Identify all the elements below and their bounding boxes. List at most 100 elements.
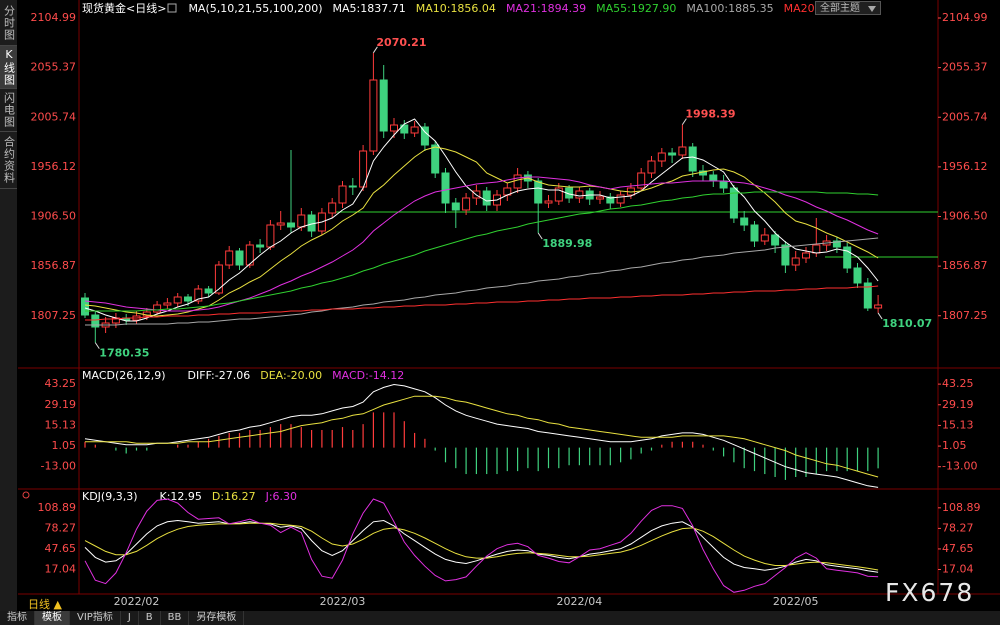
toolbar-tab[interactable]: J — [121, 611, 139, 625]
legend-entry: DIFF:-27.06 — [188, 369, 251, 382]
pointer — [877, 312, 883, 320]
candle-body — [709, 174, 718, 182]
candle-body — [760, 234, 769, 242]
x-tick-label: 2022/02 — [114, 595, 160, 608]
indicator-line — [85, 285, 879, 321]
y-tick-label-right: 1856.87 — [942, 259, 988, 272]
candle-body — [379, 79, 388, 132]
y-tick-label: 17.04 — [45, 562, 77, 575]
pointer — [537, 232, 543, 240]
y-tick-label-right: 1906.50 — [942, 210, 988, 223]
x-tick-label: 2022/05 — [773, 595, 819, 608]
tab-contract[interactable]: 合约资料 — [0, 132, 17, 189]
y-tick-label-right: 1.05 — [942, 439, 967, 452]
candle-body — [256, 244, 265, 248]
x-tick-label: 2022/03 — [320, 595, 366, 608]
candle-body — [863, 282, 872, 309]
candle-body — [204, 288, 213, 294]
y-tick-label: 2055.37 — [31, 61, 77, 74]
settings-icon[interactable] — [22, 491, 30, 499]
candle-body — [276, 222, 285, 226]
period-tab[interactable]: 日线 ▲ — [28, 598, 62, 611]
candle-body — [153, 304, 162, 313]
plot: 2104.99 2104.99 2055.37 2055.37 2005.74 2005.… — [31, 1, 988, 608]
watermark: FX678 — [885, 578, 975, 607]
chart: 2104.99 2104.99 2055.37 2055.37 2005.74 2005.… — [18, 0, 1000, 608]
y-tick-label: 1906.50 — [31, 210, 77, 223]
indicator-line — [85, 237, 879, 326]
candle-body — [853, 267, 862, 284]
candle-body — [832, 240, 841, 248]
y-tick-label-right: 29.19 — [942, 398, 974, 411]
candle-body — [420, 126, 429, 146]
candle-body — [843, 246, 852, 269]
indicator-line — [84, 522, 879, 571]
y-tick-label: 1807.25 — [31, 309, 77, 322]
candle-body — [307, 214, 316, 232]
tab-kline[interactable]: K线图 — [0, 46, 17, 89]
candle-body — [791, 257, 800, 266]
candle-body — [606, 196, 615, 204]
low-label: 1889.98 — [542, 237, 592, 250]
y-tick-label: 1956.12 — [31, 160, 77, 173]
tab-time[interactable]: 分时图 — [0, 0, 17, 46]
indicator-icon[interactable] — [167, 3, 177, 13]
toolbar-tab[interactable]: BB — [161, 611, 190, 625]
candle-body — [719, 180, 728, 189]
y-tick-label-right: 17.04 — [942, 562, 974, 575]
low-label: 1810.07 — [882, 317, 932, 330]
candle-body — [431, 144, 440, 174]
candle-body — [163, 302, 172, 306]
toolbar-tab[interactable]: 模板 — [35, 611, 70, 625]
candle-body — [678, 146, 687, 156]
candle-body — [750, 224, 759, 242]
candle-body — [390, 124, 398, 132]
y-tick-label-right: 15.13 — [942, 418, 974, 431]
indicator-line — [85, 395, 879, 478]
indicator-line — [84, 118, 879, 322]
toolbar-tab[interactable]: VIP指标 — [70, 611, 121, 625]
legend-entry: J:6.30 — [265, 490, 297, 503]
candle-body — [647, 160, 656, 174]
y-tick-label: -13.00 — [41, 460, 76, 473]
candle-body — [338, 185, 347, 204]
candle-body — [740, 217, 749, 226]
pointer — [372, 46, 378, 54]
low-label: 1780.35 — [99, 347, 149, 360]
y-tick-label: 47.65 — [45, 542, 77, 555]
y-tick-label: 108.89 — [38, 501, 77, 514]
candle-body — [400, 124, 409, 134]
candle-body — [451, 202, 460, 211]
y-tick-label: 1.05 — [52, 439, 77, 452]
candle-body — [266, 224, 275, 248]
candle-body — [235, 250, 244, 266]
y-tick-label: 15.13 — [45, 418, 77, 431]
candle-body — [348, 185, 357, 188]
candle-body — [173, 296, 182, 304]
x-tick-label: 2022/04 — [557, 595, 603, 608]
candle-body — [287, 222, 295, 228]
toolbar-tab[interactable]: 指标 — [0, 611, 35, 625]
candle-body — [214, 264, 223, 294]
indicator-line — [84, 176, 879, 312]
y-tick-label: 1856.87 — [31, 259, 77, 272]
theme-button[interactable]: 全部主题 — [815, 1, 881, 15]
indicator-line — [84, 146, 879, 317]
candle-body — [91, 314, 100, 328]
y-tick-label-right: -13.00 — [942, 460, 977, 473]
candle-body — [781, 244, 790, 266]
y-tick-label-right: 1956.12 — [942, 160, 988, 173]
candle-body — [575, 190, 584, 199]
toolbar-tab[interactable]: B — [139, 611, 161, 625]
candle-body — [657, 152, 666, 162]
candle-body — [297, 214, 306, 228]
sidebar-fill — [0, 189, 17, 611]
candle-body — [245, 244, 254, 266]
candle-body — [410, 126, 419, 134]
candle-body — [544, 200, 553, 204]
toolbar-tab[interactable]: 另存模板 — [189, 611, 245, 625]
tab-flash[interactable]: 闪电图 — [0, 89, 17, 132]
candle-body — [369, 79, 378, 152]
candle-body — [637, 172, 646, 189]
